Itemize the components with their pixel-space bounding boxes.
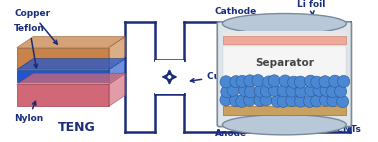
Circle shape (271, 95, 284, 107)
Ellipse shape (222, 13, 346, 34)
Circle shape (311, 95, 323, 107)
Circle shape (268, 75, 280, 87)
Bar (155, 60, 184, 93)
Text: FeSe₂-CNTs: FeSe₂-CNTs (304, 93, 361, 134)
Circle shape (336, 95, 349, 108)
Circle shape (294, 95, 307, 107)
Circle shape (329, 75, 341, 87)
Circle shape (221, 86, 233, 98)
Circle shape (260, 85, 273, 97)
Circle shape (229, 94, 242, 107)
Circle shape (252, 74, 264, 87)
Polygon shape (109, 73, 125, 106)
Bar (223, 106, 346, 115)
Circle shape (288, 76, 300, 88)
Circle shape (243, 94, 256, 106)
Text: TENG: TENG (58, 121, 96, 134)
Circle shape (268, 84, 280, 96)
Circle shape (227, 84, 239, 96)
Polygon shape (17, 36, 125, 48)
Polygon shape (109, 59, 125, 83)
Circle shape (279, 75, 291, 87)
Circle shape (327, 95, 339, 107)
Circle shape (335, 85, 347, 97)
Ellipse shape (222, 115, 346, 135)
Text: Teflon: Teflon (14, 24, 45, 68)
Circle shape (277, 85, 290, 97)
Text: Nylon: Nylon (14, 101, 43, 123)
Circle shape (320, 84, 332, 96)
Circle shape (239, 84, 251, 97)
Circle shape (263, 76, 275, 88)
Circle shape (254, 85, 266, 97)
Circle shape (277, 95, 289, 107)
Text: Separator: Separator (255, 58, 314, 68)
Circle shape (245, 86, 257, 98)
Circle shape (286, 85, 298, 97)
Circle shape (319, 94, 332, 106)
Circle shape (294, 76, 307, 88)
Text: Cathode: Cathode (214, 7, 257, 16)
Polygon shape (17, 84, 109, 106)
Text: Cu foil: Cu foil (191, 72, 240, 82)
Circle shape (304, 75, 317, 87)
Circle shape (327, 86, 339, 98)
Circle shape (295, 86, 307, 98)
Polygon shape (17, 59, 125, 70)
Circle shape (311, 76, 323, 88)
Bar (223, 36, 346, 44)
FancyBboxPatch shape (217, 22, 352, 127)
Circle shape (338, 75, 350, 87)
Polygon shape (109, 36, 125, 68)
Circle shape (260, 94, 272, 106)
Circle shape (305, 84, 317, 97)
Circle shape (254, 94, 266, 106)
Circle shape (304, 95, 316, 107)
Circle shape (230, 76, 242, 88)
Circle shape (313, 84, 325, 96)
Polygon shape (17, 70, 109, 83)
Bar (223, 31, 346, 36)
Circle shape (220, 76, 232, 88)
Polygon shape (17, 48, 109, 68)
Text: Li foil: Li foil (297, 0, 326, 15)
Polygon shape (17, 73, 125, 84)
Bar (223, 46, 346, 80)
Circle shape (220, 94, 232, 106)
Circle shape (319, 76, 331, 88)
Circle shape (236, 75, 248, 87)
Text: Anode: Anode (214, 129, 246, 138)
Circle shape (286, 95, 298, 107)
Text: Copper: Copper (14, 9, 57, 44)
Circle shape (235, 95, 248, 107)
Circle shape (244, 75, 256, 87)
